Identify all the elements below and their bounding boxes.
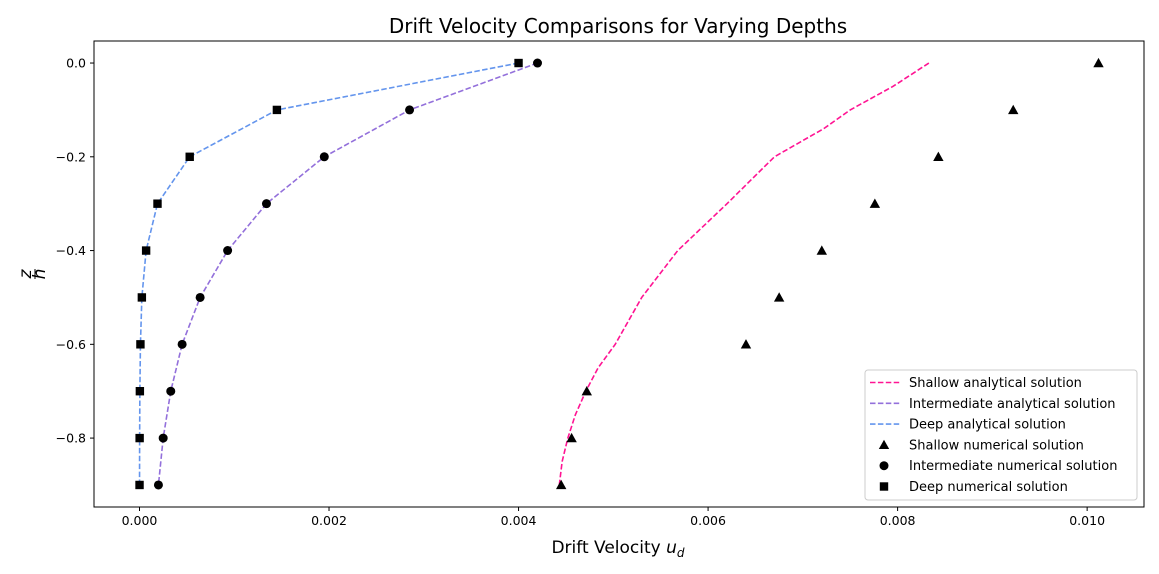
deep-numerical-solution-point [272,105,282,115]
y-tick-label: −0.4 [56,243,86,258]
y-tick-label: −0.6 [56,337,86,352]
intermediate-numerical-solution-point [261,199,271,209]
shallow-numerical-solution-point [869,198,881,208]
shallow-numerical-solution-point [555,479,567,490]
intermediate-numerical-solution-point [405,105,415,115]
x-tick-label: 0.002 [311,513,347,528]
intermediate-numerical-solution-legend-swatch [879,461,889,471]
legend-entry-label: Intermediate numerical solution [909,459,1117,474]
shallow-numerical-solution-point [566,432,577,443]
y-tick-label: −0.8 [56,431,86,446]
deep-numerical-solution-point [136,340,145,349]
deep-analytical-solution-line [138,62,519,485]
chart-title: Drift Velocity Comparisons for Varying D… [389,14,847,38]
shallow-numerical-solution-point [816,245,827,255]
deep-numerical-solution-point [141,246,151,255]
shallow-numerical-solution-point [933,151,944,161]
x-tick-label: 0.006 [690,513,726,528]
y-axis-label-denominator: h [30,269,50,280]
y-axis-label: z h [16,268,50,279]
y-axis-label-numerator: z [16,268,36,279]
legend-entry-label: Shallow analytical solution [909,376,1082,391]
intermediate-numerical-solution-point [153,480,163,490]
deep-numerical-solution-legend-swatch [879,482,889,491]
intermediate-numerical-solution-point [533,58,543,68]
legend-box [864,369,1138,501]
plot-frame [93,40,1145,508]
deep-numerical-solution-point [135,387,145,396]
intermediate-numerical-solution-point [223,246,233,256]
legend: Shallow analytical solution Intermediate … [864,369,1138,501]
shallow-numerical-solution-legend-swatch [878,439,890,450]
intermediate-numerical-solution-point [319,152,329,162]
deep-numerical-solution-point [185,152,194,161]
intermediate-analytical-solution-line [157,62,538,486]
legend-entry-label: Deep analytical solution [909,418,1066,433]
shallow-numerical-solution-point [1093,57,1104,68]
axes: 0.000 0.002 0.004 0.006 0.008 0.010 0.0 −0.2 −0.… [56,56,1105,528]
legend-entry-label: Shallow numerical solution [909,438,1084,453]
shallow-numerical-solution-point [773,292,785,302]
y-tick-label: 0.0 [66,56,86,71]
x-tick-label: 0.000 [122,513,158,528]
intermediate-numerical-solution-point [166,386,176,396]
shallow-numerical-solution-point [581,386,592,396]
x-tick-label: 0.008 [880,513,916,528]
intermediate-numerical-solution-point [195,292,205,302]
deep-numerical-solution-point [135,433,144,443]
intermediate-numerical-solution-point [158,433,168,443]
deep-numerical-solution-point [153,199,162,208]
intermediate-numerical-solution-point [177,339,187,349]
shallow-numerical-solution-point [1008,104,1019,115]
x-axis-label: Drift Velocity ud [551,538,684,560]
legend-entry-label: Deep numerical solution [909,480,1068,495]
shallow-numerical-solution-point [740,339,752,349]
deep-numerical-solution-point [514,58,523,68]
deep-numerical-solution-point [137,293,147,302]
y-tick-label: −0.2 [56,149,86,164]
x-tick-label: 0.010 [1069,513,1105,528]
shallow-analytical-solution-line [558,62,930,486]
plot-area [135,57,1104,490]
deep-numerical-solution-point [135,480,144,490]
x-tick-label: 0.004 [501,513,537,528]
legend-entry-label: Intermediate analytical solution [909,397,1116,412]
